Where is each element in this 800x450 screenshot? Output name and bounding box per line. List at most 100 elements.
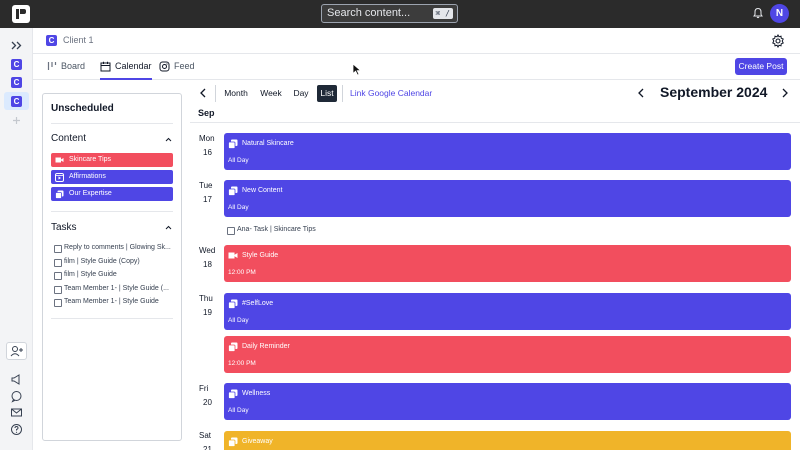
calendar-event[interactable]: Wellness All Day [224, 383, 791, 420]
calendar-event[interactable]: Style Guide 12:00 PM [224, 245, 791, 282]
tab-calendar-label: Calendar [115, 61, 152, 71]
bell-icon[interactable] [752, 7, 764, 19]
carousel-icon [228, 139, 238, 149]
megaphone-icon[interactable] [9, 372, 24, 387]
search-shortcut: ⌘ / [432, 8, 453, 19]
calendar-event[interactable]: Giveaway [224, 431, 791, 450]
event-time: All Day [228, 204, 249, 211]
chevron-up-icon[interactable] [165, 136, 172, 143]
link-google-calendar[interactable]: Link Google Calendar [350, 88, 433, 98]
day-of-week: Mon [199, 134, 215, 143]
day-number: 18 [203, 260, 212, 269]
task-item[interactable]: film | Style Guide (Copy) [54, 258, 140, 267]
user-avatar[interactable]: N [770, 4, 789, 23]
content-chip-our-expertise[interactable]: Our Expertise [51, 187, 173, 201]
search-input[interactable]: Search content... ⌘ / [321, 4, 458, 23]
expand-sidebar-icon[interactable] [9, 38, 24, 53]
day-number: 19 [203, 308, 212, 317]
event-time: All Day [228, 157, 249, 164]
rail-client-1[interactable]: C [11, 59, 22, 70]
event-title: Natural Skincare [242, 140, 294, 147]
day-number: 21 [203, 445, 212, 450]
event-title: Style Guide [242, 252, 279, 259]
content-chip-skincare-tips[interactable]: Skincare Tips [51, 153, 173, 167]
rail-client-2[interactable]: C [11, 77, 22, 88]
event-title: Wellness [242, 390, 271, 397]
instagram-icon [159, 61, 170, 72]
view-day-button[interactable]: Day [293, 88, 309, 98]
board-icon [47, 62, 57, 70]
view-week-button[interactable]: Week [260, 88, 282, 98]
chevron-right-icon[interactable] [780, 87, 790, 99]
calendar-icon [100, 61, 111, 72]
divider [51, 123, 173, 124]
day-of-week: Tue [199, 181, 213, 190]
divider [342, 85, 343, 102]
app-logo-icon[interactable] [12, 5, 30, 23]
help-icon[interactable] [9, 422, 24, 437]
day-number: 17 [203, 195, 212, 204]
day-of-week: Fri [199, 384, 209, 393]
tab-board-label: Board [61, 61, 86, 71]
divider [51, 318, 173, 319]
create-post-button[interactable]: Create Post [735, 58, 787, 75]
divider [51, 211, 173, 212]
task-item[interactable]: film | Style Guide [54, 271, 117, 280]
day-number: 16 [203, 148, 212, 157]
view-tabs: Board Calendar Feed Create Post [33, 54, 800, 80]
client-name[interactable]: Client 1 [63, 35, 94, 45]
tasks-section-title[interactable]: Tasks [51, 222, 77, 233]
event-title: Giveaway [242, 438, 273, 445]
calendar-event[interactable]: New Content All Day [224, 180, 791, 217]
month-label: Sep [198, 108, 215, 118]
left-rail: C C C [0, 28, 33, 450]
calendar-event[interactable]: #SelfLove All Day [224, 293, 791, 330]
content-chip-affirmations[interactable]: Affirmations [51, 170, 173, 184]
month-title: September 2024 [660, 84, 768, 100]
day-number: 20 [203, 398, 212, 407]
content-chip-label: Skincare Tips [69, 156, 112, 163]
add-client-icon[interactable] [9, 113, 24, 128]
search-placeholder: Search content... [327, 7, 411, 19]
add-user-icon [10, 346, 23, 357]
top-bar: Search content... ⌘ / N [0, 0, 800, 28]
tab-feed-label: Feed [174, 61, 195, 71]
task-item[interactable]: Team Member 1- | Style Guide [54, 298, 159, 307]
calendar-task[interactable]: Ana- Task | Skincare Tips [227, 226, 316, 235]
mail-icon[interactable] [9, 405, 24, 420]
unscheduled-panel: Unscheduled Content Skincare Tips Affirm… [42, 93, 182, 441]
event-time: All Day [228, 317, 249, 324]
gear-icon[interactable] [771, 34, 785, 48]
event-time: 12:00 PM [228, 360, 256, 367]
mouse-cursor-icon [352, 63, 362, 76]
event-time: All Day [228, 407, 249, 414]
content-section-title[interactable]: Content [51, 133, 87, 144]
view-month-button[interactable]: Month [224, 88, 248, 98]
content-chip-label: Our Expertise [69, 190, 112, 197]
video-icon [55, 157, 64, 163]
calendar-event[interactable]: Natural Skincare All Day [224, 133, 791, 170]
view-list-button[interactable]: List [317, 85, 337, 102]
carousel-icon [228, 299, 238, 309]
client-icon: C [46, 35, 57, 46]
tab-feed[interactable]: Feed [159, 54, 195, 80]
task-item[interactable]: Reply to comments | Glowing Sk... [54, 244, 171, 253]
carousel-icon [228, 186, 238, 196]
team-button[interactable] [6, 342, 27, 360]
event-title: Daily Reminder [242, 343, 290, 350]
event-title: #SelfLove [242, 300, 274, 307]
task-item[interactable]: Team Member 1- | Style Guide (... [54, 285, 169, 294]
carousel-icon [55, 190, 64, 199]
content-chip-label: Affirmations [69, 173, 106, 180]
rail-client-3[interactable]: C [11, 96, 22, 107]
chat-icon[interactable] [9, 389, 24, 404]
day-of-week: Sat [199, 431, 212, 440]
chevron-left-icon[interactable] [636, 87, 646, 99]
chevron-left-icon[interactable] [198, 87, 208, 99]
chevron-up-icon[interactable] [165, 224, 172, 231]
calendar-event[interactable]: Daily Reminder 12:00 PM [224, 336, 791, 373]
day-of-week: Thu [199, 294, 213, 303]
video-icon [228, 252, 238, 259]
tab-calendar[interactable]: Calendar [100, 54, 152, 80]
tab-board[interactable]: Board [47, 54, 85, 80]
